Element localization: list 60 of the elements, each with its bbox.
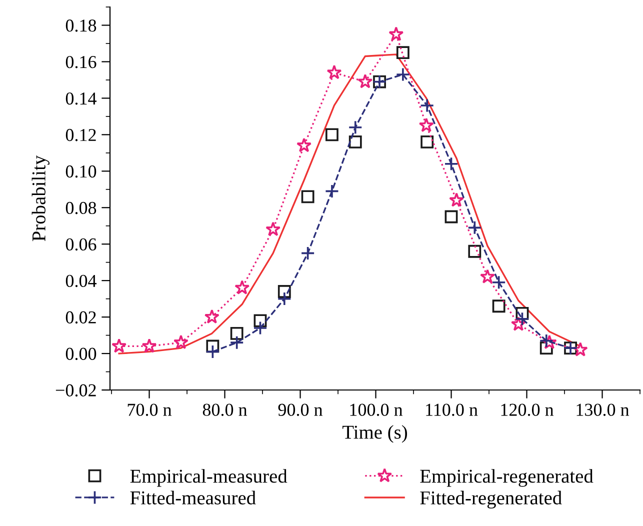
point [300,246,315,260]
point [206,344,220,359]
point [388,26,404,41]
y-tick-label: 0.16 [66,56,96,68]
x-tick-label: 130.0 n [576,404,630,416]
legend-label: Empirical-regenerated [420,469,594,487]
point [277,292,292,306]
point [296,138,312,152]
point [492,300,506,313]
point [444,156,458,171]
point [420,136,434,148]
point [324,184,340,198]
y-tick-label: 0.06 [66,238,96,251]
point [266,222,281,236]
point [468,220,482,235]
point [234,280,250,294]
point [204,309,220,324]
x-tick-label: 80.0 n [202,404,248,416]
legend-label: Empirical-measured [130,469,288,487]
y-axis-title: Probability [32,155,50,242]
legend-label: Fitted-measured [130,490,256,504]
x-axis-title: Time (s) [342,425,408,443]
point [173,334,188,350]
y-tick-label: 0.18 [66,19,96,32]
point [396,67,410,82]
x-tick-label: 120.0 n [501,404,554,416]
point [444,210,458,224]
point [326,64,342,80]
point [468,244,482,258]
point [492,275,506,290]
point [230,335,244,350]
point [418,118,434,132]
y-tick-label: 0.00 [66,348,96,360]
point [515,312,530,326]
point [358,74,373,88]
y-tick-label: 0.12 [66,128,96,142]
point [301,190,314,204]
point [449,192,464,207]
point [420,98,434,113]
x-tick-label: 110.0 n [426,404,478,416]
x-tick-label: 100.0 n [350,404,403,416]
y-tick-label: −0.02 [56,384,96,397]
point [480,269,496,284]
y-tick-label: 0.14 [66,92,97,105]
point [326,128,338,142]
x-tick-label: 70.0 n [128,404,172,416]
point [253,320,268,336]
point [348,136,362,148]
y-tick-label: 0.08 [66,202,96,214]
point [142,338,157,353]
y-tick-label: 0.04 [66,274,97,288]
point [539,334,554,348]
y-tick-label: 0.10 [66,165,96,178]
x-tick-label: 90.0 n [278,404,323,416]
point [348,120,363,135]
y-tick-label: 0.02 [66,311,96,324]
legend-label: Fitted-regenerated [420,490,562,508]
point [396,46,410,60]
point [230,327,244,340]
point [112,338,127,353]
